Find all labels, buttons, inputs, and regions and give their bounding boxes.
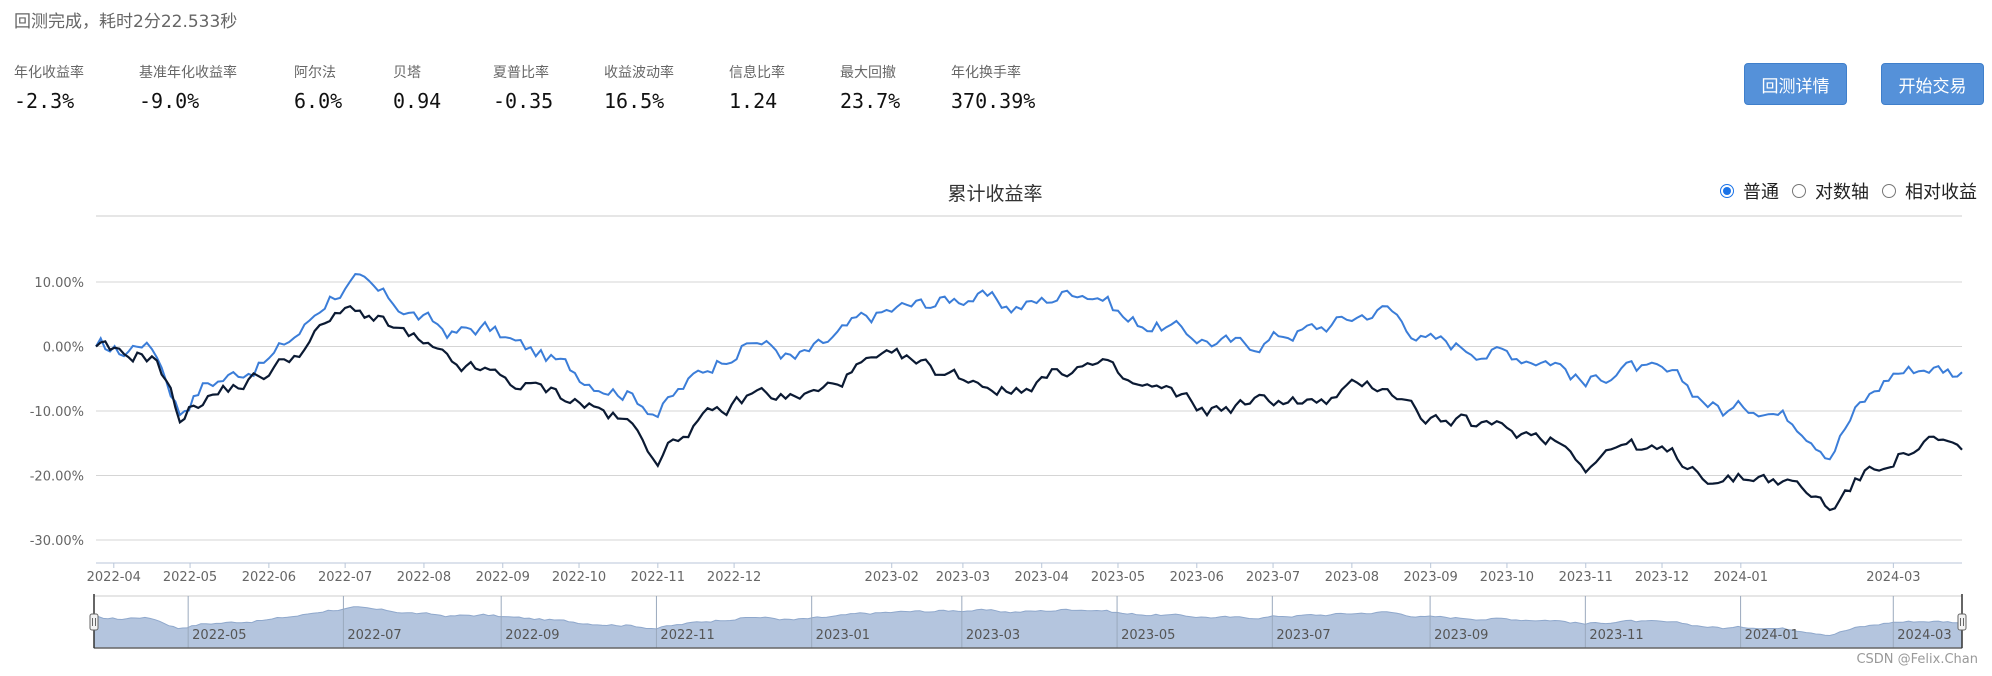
y-tick-label: 0.00% [43,341,84,356]
metric-label: 贝塔 [393,65,421,81]
navigator-right-handle[interactable] [1957,594,1967,648]
x-tick-label: 2023-10 [1480,570,1534,585]
metric-value: 370.39% [951,89,1036,113]
radio-unchecked-icon[interactable] [1792,184,1806,198]
backtest-details-button[interactable]: 回测详情 [1744,63,1847,105]
metric-annual-return: 年化收益率 -2.3% [14,62,84,113]
navigator-tick-label: 2023-05 [1121,628,1175,643]
x-tick-label: 2022-05 [163,570,217,585]
x-tick-label: 2022-10 [552,570,606,585]
mode-option-label: 相对收益 [1905,182,1977,203]
navigator-tick-label: 2023-03 [966,628,1020,643]
x-tick-label: 2023-06 [1170,570,1224,585]
navigator-tick-label: 2022-05 [192,628,246,643]
metric-value: 0.94 [393,89,442,113]
metric-value: -0.35 [493,89,554,113]
metric-value: -9.0% [139,89,200,113]
metric-volatility: 收益波动率 16.5% [604,62,674,113]
metric-sharpe: 夏普比率 -0.35 [493,62,553,113]
chart-title: 累计收益率 [947,183,1043,205]
x-tick-label: 2022-08 [397,570,451,585]
x-tick-label: 2023-05 [1091,570,1145,585]
x-tick-label: 2023-07 [1246,570,1300,585]
mode-option-relative-return[interactable]: 相对收益 [1882,178,1977,204]
start-trading-button[interactable]: 开始交易 [1881,63,1984,105]
metric-label: 信息比率 [729,65,785,81]
navigator-tick-label: 2023-09 [1434,628,1488,643]
metric-value: 6.0% [294,89,343,113]
y-tick-label: -10.00% [30,405,84,420]
y-tick-label: 10.00% [34,276,84,291]
navigator-area [93,606,1963,649]
y-tick-label: -20.00% [30,470,84,485]
x-tick-label: 2023-03 [936,570,990,585]
x-tick-label: 2022-07 [318,570,372,585]
x-tick-label: 2023-04 [1015,570,1069,585]
navigator-tick-label: 2023-01 [816,628,870,643]
watermark: CSDN @Felix.Chan [1856,652,1978,667]
metric-label: 收益波动率 [604,65,674,81]
x-tick-label: 2023-08 [1325,570,1379,585]
metric-value: 23.7% [840,89,901,113]
metric-benchmark-return: 基准年化收益率 -9.0% [139,62,237,113]
backtest-status: 回测完成，耗时2分22.533秒 [14,12,238,32]
metric-value: -2.3% [14,89,75,113]
navigator-tick-label: 2024-01 [1745,628,1799,643]
metric-label: 夏普比率 [493,65,549,81]
benchmark-return-line [95,304,1963,512]
radio-checked-icon[interactable] [1720,184,1734,198]
navigator-tick-label: 2022-11 [660,628,714,643]
radio-unchecked-icon[interactable] [1882,184,1896,198]
mode-option-normal[interactable]: 普通 [1720,178,1779,204]
navigator-tick-label: 2023-11 [1589,628,1643,643]
x-tick-label: 2023-12 [1635,570,1689,585]
navigator-left-handle[interactable] [89,594,99,648]
metric-label: 基准年化收益率 [139,65,237,81]
mode-option-log-axis[interactable]: 对数轴 [1792,178,1869,204]
x-tick-label: 2022-12 [707,570,761,585]
mode-option-label: 对数轴 [1815,182,1869,203]
x-tick-label: 2023-02 [865,570,919,585]
x-tick-label: 2022-06 [242,570,296,585]
x-tick-label: 2023-09 [1404,570,1458,585]
metric-turnover: 年化换手率 370.39% [951,62,1035,113]
x-tick-label: 2024-03 [1866,570,1920,585]
x-tick-label: 2022-09 [476,570,530,585]
handle-grip[interactable] [89,613,99,631]
metric-information-ratio: 信息比率 1.24 [729,62,785,113]
handle-grip[interactable] [1957,613,1967,631]
y-tick-label: -30.00% [30,534,84,549]
strategy-return-line [95,273,1963,461]
metric-label: 年化收益率 [14,65,84,81]
metric-alpha: 阿尔法 6.0% [294,62,342,113]
metric-value: 16.5% [604,89,665,113]
x-tick-label: 2023-11 [1559,570,1613,585]
x-tick-label: 2022-11 [631,570,685,585]
navigator-tick-label: 2023-07 [1276,628,1330,643]
navigator-tick-label: 2022-09 [505,628,559,643]
mode-option-label: 普通 [1743,182,1779,203]
metric-label: 最大回撤 [840,65,896,81]
metric-label: 阿尔法 [294,65,336,81]
x-tick-label: 2022-04 [87,570,141,585]
metric-value: 1.24 [729,89,778,113]
navigator-tick-label: 2024-03 [1897,628,1951,643]
metric-beta: 贝塔 0.94 [393,62,441,113]
metric-label: 年化换手率 [951,65,1021,81]
navigator-tick-label: 2022-07 [347,628,401,643]
x-tick-label: 2024-01 [1714,570,1768,585]
metric-max-drawdown: 最大回撤 23.7% [840,62,900,113]
